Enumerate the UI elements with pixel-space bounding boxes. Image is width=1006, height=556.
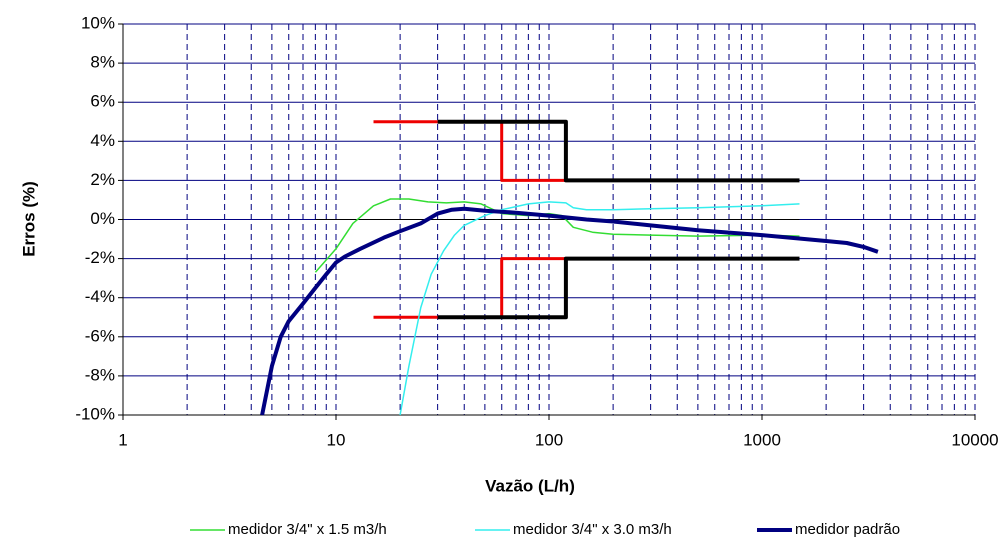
series-line xyxy=(399,201,800,416)
y-tick-label: 2% xyxy=(90,170,115,189)
y-tick-label: 8% xyxy=(90,53,115,72)
y-tick-label: -8% xyxy=(85,365,115,384)
reference-line xyxy=(500,121,566,182)
x-tick-label: 10000 xyxy=(951,430,998,449)
series-line xyxy=(260,206,879,416)
y-tick-label: -4% xyxy=(85,287,115,306)
y-tick-label: -10% xyxy=(75,404,115,423)
reference-line xyxy=(500,257,566,318)
y-axis-title: Erros (%) xyxy=(19,181,38,257)
reference-line xyxy=(437,256,800,320)
reference-line xyxy=(437,119,800,183)
y-tick-label: 10% xyxy=(81,13,115,32)
legend-label: medidor padrão xyxy=(795,521,900,538)
x-tick-label: 1 xyxy=(118,430,127,449)
x-axis-title: Vazão (L/h) xyxy=(485,476,575,495)
x-tick-label: 100 xyxy=(535,430,563,449)
legend-label: medidor 3/4" x 1.5 m3/h xyxy=(228,521,387,538)
y-tick-label: 0% xyxy=(90,209,115,228)
x-tick-label: 1000 xyxy=(743,430,781,449)
y-tick-label: 4% xyxy=(90,131,115,150)
legend-label: medidor 3/4" x 3.0 m3/h xyxy=(513,521,672,538)
x-tick-label: 10 xyxy=(327,430,346,449)
y-tick-label: 6% xyxy=(90,92,115,111)
y-tick-label: -6% xyxy=(85,326,115,345)
y-tick-label: -2% xyxy=(85,248,115,267)
